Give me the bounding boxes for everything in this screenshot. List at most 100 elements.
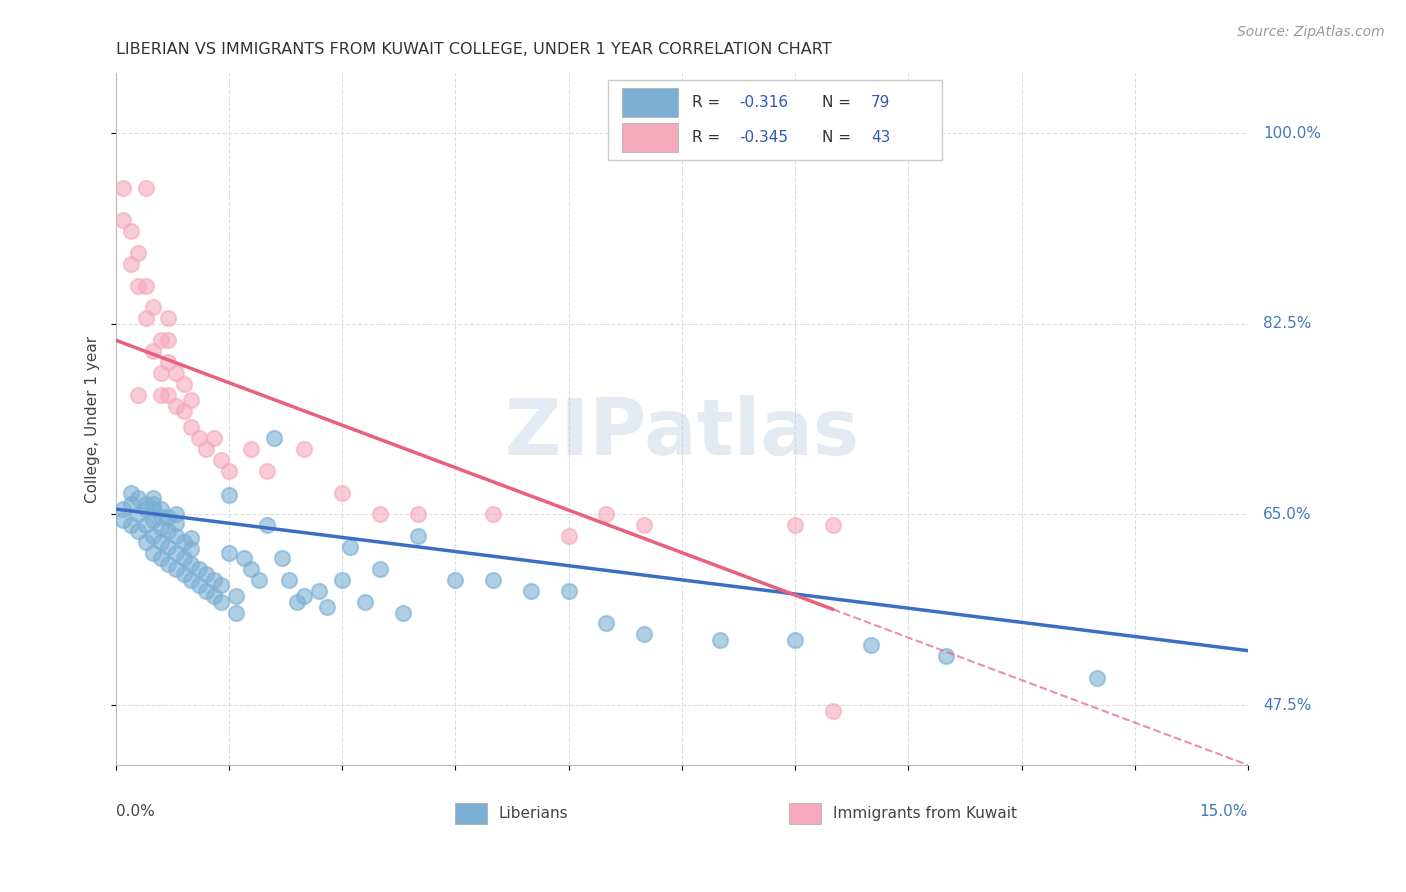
Text: Immigrants from Kuwait: Immigrants from Kuwait	[832, 806, 1017, 821]
Point	[520, 583, 543, 598]
Point	[406, 508, 429, 522]
Point	[1085, 671, 1108, 685]
Point	[308, 583, 330, 598]
Point	[785, 632, 807, 647]
Point	[595, 508, 617, 522]
Point	[135, 180, 157, 194]
Point	[444, 573, 467, 587]
Point	[165, 546, 187, 560]
Point	[112, 502, 135, 516]
Point	[173, 567, 195, 582]
Point	[316, 600, 339, 615]
Point	[165, 529, 187, 543]
Point	[149, 502, 172, 516]
Point	[142, 497, 165, 511]
Point	[135, 502, 157, 516]
FancyBboxPatch shape	[621, 123, 679, 152]
Point	[225, 589, 247, 603]
Point	[120, 485, 142, 500]
Point	[112, 513, 135, 527]
Point	[180, 393, 202, 408]
Point	[232, 551, 254, 566]
Point	[368, 562, 391, 576]
Point	[142, 301, 165, 315]
Text: Source: ZipAtlas.com: Source: ZipAtlas.com	[1237, 25, 1385, 39]
Point	[157, 540, 180, 554]
Point	[292, 589, 315, 603]
Point	[285, 595, 308, 609]
Point	[149, 551, 172, 566]
Point	[157, 509, 180, 524]
Point	[157, 387, 180, 401]
Point	[180, 573, 202, 587]
Text: 0.0%: 0.0%	[115, 804, 155, 819]
Point	[859, 638, 882, 652]
Text: N =: N =	[823, 130, 856, 145]
Point	[202, 573, 225, 587]
Point	[209, 595, 232, 609]
Point	[278, 573, 301, 587]
Point	[187, 562, 209, 576]
Text: 82.5%: 82.5%	[1263, 317, 1312, 331]
Point	[157, 311, 180, 326]
Point	[482, 573, 505, 587]
Point	[142, 491, 165, 505]
Point	[821, 704, 844, 718]
Text: 43: 43	[872, 130, 890, 145]
Point	[173, 376, 195, 391]
Point	[157, 557, 180, 571]
Point	[557, 529, 579, 543]
Point	[240, 562, 263, 576]
Point	[120, 224, 142, 238]
Point	[218, 464, 240, 478]
Point	[157, 333, 180, 347]
Point	[149, 366, 172, 380]
Point	[173, 404, 195, 418]
Point	[821, 518, 844, 533]
Text: N =: N =	[823, 95, 856, 110]
Point	[135, 534, 157, 549]
Point	[218, 488, 240, 502]
Point	[173, 551, 195, 566]
Point	[406, 529, 429, 543]
Point	[157, 524, 180, 538]
Point	[112, 213, 135, 227]
Point	[202, 589, 225, 603]
Point	[218, 546, 240, 560]
Point	[195, 442, 218, 456]
Point	[330, 485, 353, 500]
Point	[180, 557, 202, 571]
Point	[135, 278, 157, 293]
Point	[482, 508, 505, 522]
Point	[142, 546, 165, 560]
Point	[709, 632, 731, 647]
Point	[149, 534, 172, 549]
Point	[225, 606, 247, 620]
Point	[120, 497, 142, 511]
Point	[142, 344, 165, 359]
Point	[595, 616, 617, 631]
Point	[142, 529, 165, 543]
Point	[270, 551, 292, 566]
Point	[202, 431, 225, 445]
FancyBboxPatch shape	[456, 803, 486, 824]
Point	[247, 573, 270, 587]
Point	[120, 257, 142, 271]
Point	[180, 542, 202, 557]
Text: 47.5%: 47.5%	[1263, 698, 1312, 713]
Point	[149, 387, 172, 401]
Point	[127, 491, 149, 505]
FancyBboxPatch shape	[790, 803, 821, 824]
Point	[368, 508, 391, 522]
Text: 79: 79	[872, 95, 890, 110]
Point	[180, 420, 202, 434]
Point	[187, 431, 209, 445]
Point	[256, 518, 278, 533]
Point	[240, 442, 263, 456]
Point	[142, 513, 165, 527]
Point	[165, 516, 187, 531]
Point	[127, 508, 149, 522]
Point	[187, 578, 209, 592]
Point	[173, 534, 195, 549]
Point	[195, 567, 218, 582]
